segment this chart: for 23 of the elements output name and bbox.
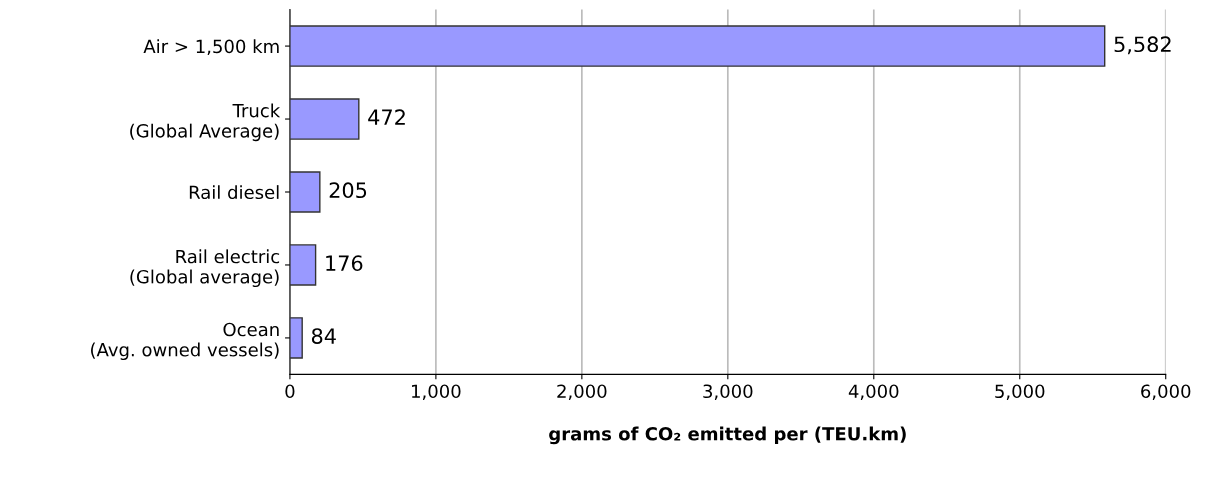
- y-tick-label: Truck (Global Average): [130, 103, 281, 142]
- x-tick-label: 6,000: [1141, 384, 1191, 400]
- y-tick-label: Air > 1,500 km: [143, 39, 279, 56]
- bar: [289, 171, 321, 213]
- x-tick-label: 0: [285, 384, 295, 399]
- bar: [289, 317, 303, 359]
- data-label: 5,582: [1114, 36, 1171, 55]
- data-label: 205: [329, 182, 367, 199]
- data-label: 472: [368, 109, 405, 125]
- x-tick-label: 3,000: [703, 384, 753, 400]
- x-axis-title: grams of CO₂ emitted per (TEU.km): [549, 426, 906, 445]
- y-tick-label: Rail diesel: [189, 185, 279, 200]
- data-label: 176: [326, 255, 363, 271]
- data-label: 84: [311, 328, 336, 344]
- y-tick-label: Ocean (Avg. owned vessels): [91, 322, 279, 361]
- x-tick-label: 1,000: [412, 384, 461, 400]
- x-tick-label: 4,000: [848, 384, 899, 400]
- y-tick-label: Rail electric (Global average): [130, 249, 280, 288]
- bar: [289, 244, 317, 286]
- bar: [289, 98, 360, 140]
- bar: [289, 25, 1106, 67]
- x-tick-label: 5,000: [995, 384, 1045, 400]
- x-tick-label: 2,000: [557, 384, 607, 400]
